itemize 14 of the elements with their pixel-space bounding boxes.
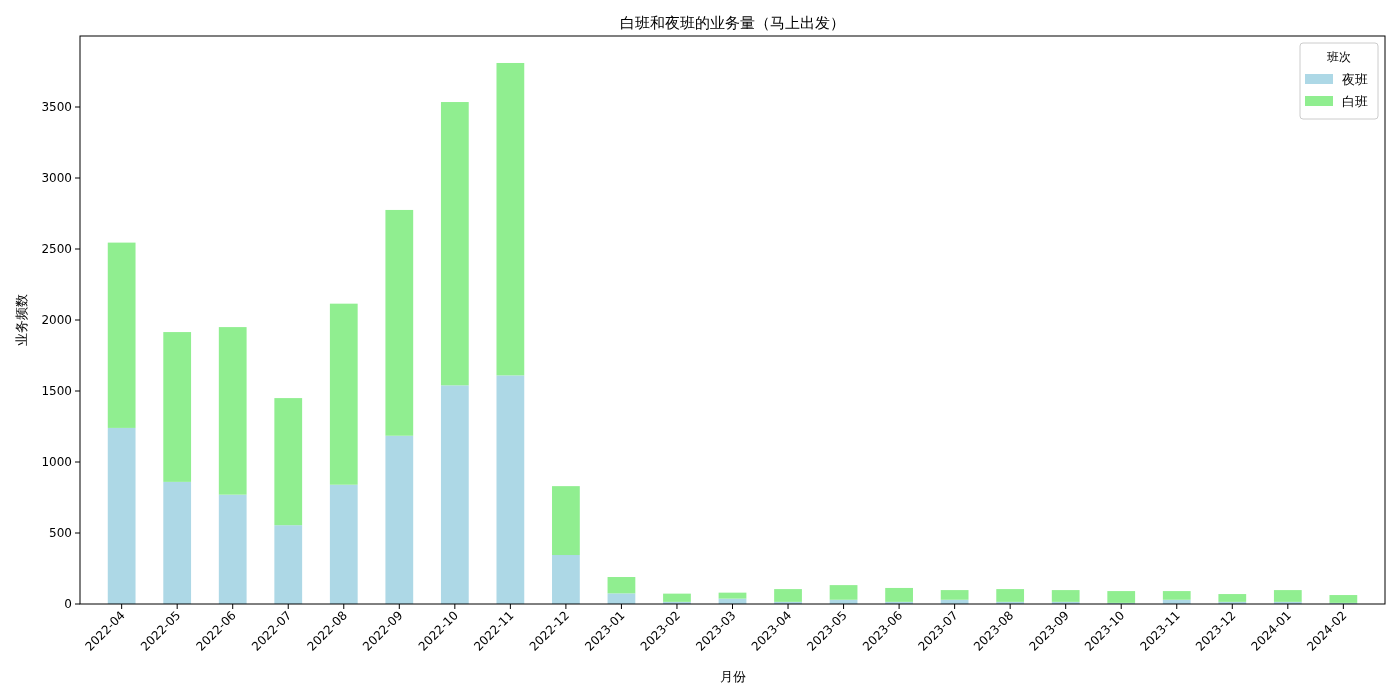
x-axis-title: 月份 bbox=[719, 669, 746, 684]
y-axis-title: 业务频数 bbox=[14, 294, 29, 346]
y-tick-label: 1000 bbox=[41, 455, 72, 469]
legend-label: 夜班 bbox=[1342, 72, 1368, 87]
y-tick-label: 500 bbox=[49, 526, 72, 540]
legend-title: 班次 bbox=[1327, 50, 1351, 64]
legend-label: 白班 bbox=[1342, 94, 1368, 109]
y-tick-label: 1500 bbox=[41, 384, 72, 398]
y-tick-label: 3000 bbox=[41, 171, 72, 185]
y-tick-label: 2000 bbox=[41, 313, 72, 327]
y-tick-label: 0 bbox=[64, 597, 72, 611]
chart-title: 白班和夜班的业务量（马上出发） bbox=[620, 14, 845, 32]
y-tick-label: 3500 bbox=[41, 100, 72, 114]
y-tick-label: 2500 bbox=[41, 242, 72, 256]
